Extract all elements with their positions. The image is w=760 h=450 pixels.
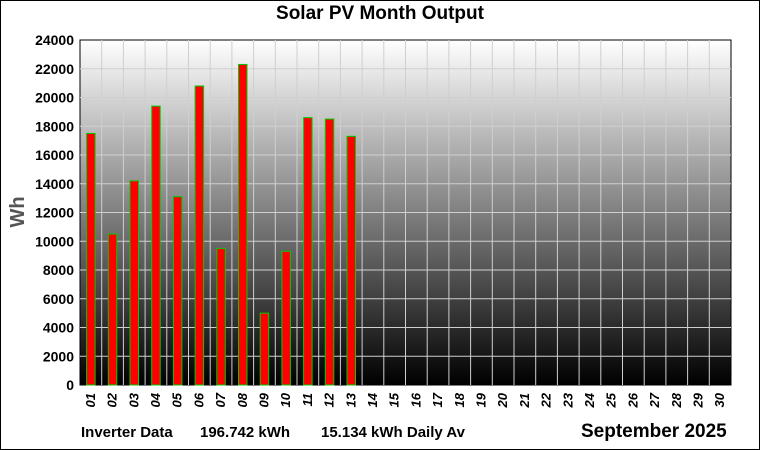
x-tick-label: 22 (539, 392, 554, 408)
y-tick-label: 24000 (35, 32, 74, 48)
x-tick-label: 12 (322, 392, 337, 407)
x-tick-label: 23 (560, 392, 575, 408)
x-tick-label: 02 (105, 392, 120, 407)
x-tick-label: 21 (517, 393, 532, 408)
x-tick-label: 04 (148, 392, 163, 407)
x-tick-label: 30 (712, 392, 727, 407)
y-tick-label: 4000 (43, 320, 74, 336)
bar-day-07 (216, 247, 226, 386)
x-tick-label: 07 (213, 392, 228, 407)
y-tick-label: 16000 (35, 147, 74, 163)
x-tick-label: 08 (235, 392, 250, 407)
x-tick-label: 06 (191, 392, 206, 407)
data-source-label: Inverter Data (81, 424, 173, 441)
bar-day-10 (281, 250, 291, 386)
y-tick-label: 14000 (35, 176, 74, 192)
y-tick-label: 8000 (43, 262, 74, 278)
bars (86, 63, 356, 386)
bar-day-08 (238, 63, 248, 386)
y-tick-label: 0 (66, 377, 74, 393)
y-axis-label: Wh (7, 196, 29, 227)
daily-average: 15.134 kWh Daily Av (321, 424, 465, 441)
x-tick-label: 26 (625, 392, 640, 408)
bar-day-06 (194, 85, 205, 386)
bar-day-05 (172, 196, 183, 386)
x-tick-labels: 01 02 03 04 05 06 07 08 09 10 11 12 13 14 15 16 17 18 19 20… (83, 392, 727, 408)
y-tick-label: 12000 (35, 205, 74, 221)
period-label: September 2025 (581, 421, 727, 442)
monthly-total: 196.742 kWh (200, 424, 291, 441)
bar-day-13 (346, 135, 356, 386)
x-tick-label: 27 (647, 392, 662, 408)
x-tick-label: 20 (495, 392, 510, 408)
x-tick-label: 03 (126, 392, 141, 407)
bar-day-09 (259, 312, 270, 386)
x-tick-label: 01 (83, 393, 98, 407)
grid-lines (80, 40, 731, 385)
y-tick-label: 20000 (35, 90, 74, 106)
x-tick-label: 11 (300, 393, 315, 407)
x-tick-label: 17 (430, 392, 445, 407)
bar-day-01 (86, 132, 96, 386)
x-tick-label: 16 (408, 392, 423, 407)
x-tick-label: 15 (387, 392, 402, 407)
bar-day-02 (107, 233, 118, 386)
x-tick-label: 09 (256, 392, 271, 407)
x-tick-label: 18 (452, 392, 467, 407)
x-tick-label: 05 (170, 392, 185, 407)
bar-day-03 (129, 180, 139, 386)
x-tick-label: 24 (582, 392, 597, 408)
bar-day-12 (324, 118, 335, 386)
bar-day-11 (303, 117, 313, 386)
y-tick-label: 10000 (35, 233, 74, 249)
x-tick-label: 10 (278, 392, 293, 407)
y-tick-label: 6000 (43, 291, 74, 307)
x-tick-label: 25 (604, 392, 619, 408)
chart-title: Solar PV Month Output (276, 3, 484, 24)
y-tick-labels: 0 2000 4000 6000 8000 10000 12000 14000 16000 180… (35, 32, 74, 393)
y-tick-label: 2000 (43, 348, 74, 364)
x-tick-label: 13 (343, 392, 358, 407)
y-tick-label: 22000 (35, 61, 74, 77)
x-tick-label: 14 (365, 392, 380, 407)
y-tick-label: 18000 (35, 118, 74, 134)
x-tick-label: 29 (690, 392, 705, 408)
x-tick-label: 19 (473, 392, 488, 407)
x-tick-label: 28 (669, 392, 684, 408)
bar-day-04 (151, 105, 161, 386)
